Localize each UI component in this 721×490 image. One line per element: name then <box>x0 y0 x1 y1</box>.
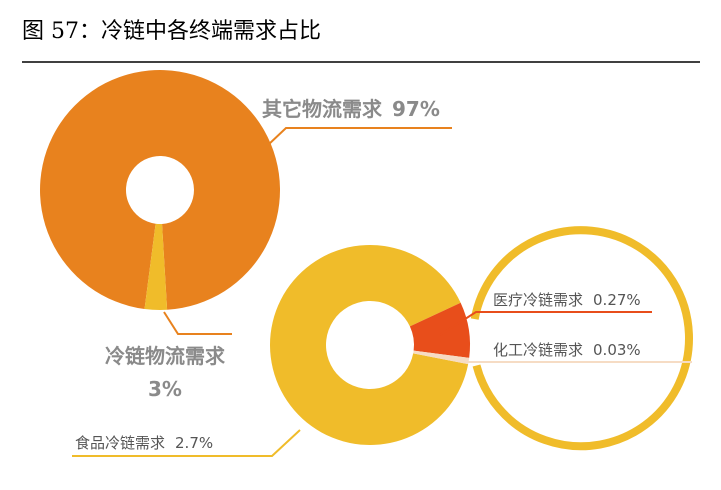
value-label: 0.03% <box>593 341 641 359</box>
slice-label: 食品冷链需求 2.7% <box>75 434 213 452</box>
category-label: 冷链物流需求 <box>105 344 226 368</box>
leader-line <box>439 311 652 336</box>
chart-title: 图 57：冷链中各终端需求占比 <box>22 19 321 44</box>
slice-label: 化工冷链需求 0.03% <box>493 341 641 359</box>
category-label: 食品冷链需求 <box>75 434 165 452</box>
slice-label: 3% <box>148 377 182 401</box>
leader-line <box>267 127 452 146</box>
value-label: 0.27% <box>593 291 641 309</box>
decor-ring <box>470 226 693 451</box>
donut-slice <box>40 70 281 310</box>
value-label: 97% <box>392 97 440 121</box>
value-label: 3% <box>148 377 182 401</box>
donut-slice <box>413 350 470 365</box>
category-label: 医疗冷链需求 <box>493 291 583 309</box>
donut-slice <box>409 302 471 358</box>
value-label: 2.7% <box>175 434 213 452</box>
slice-label: 医疗冷链需求 0.27% <box>493 291 641 309</box>
leader-line <box>163 311 232 335</box>
slice-label: 冷链物流需求 <box>105 344 226 368</box>
donut-slice <box>144 223 168 311</box>
slice-label: 其它物流需求 97% <box>262 97 440 121</box>
leader-line <box>72 429 301 457</box>
category-label: 其它物流需求 <box>262 97 383 121</box>
category-label: 化工冷链需求 <box>493 341 583 359</box>
donut-slice <box>269 244 469 445</box>
